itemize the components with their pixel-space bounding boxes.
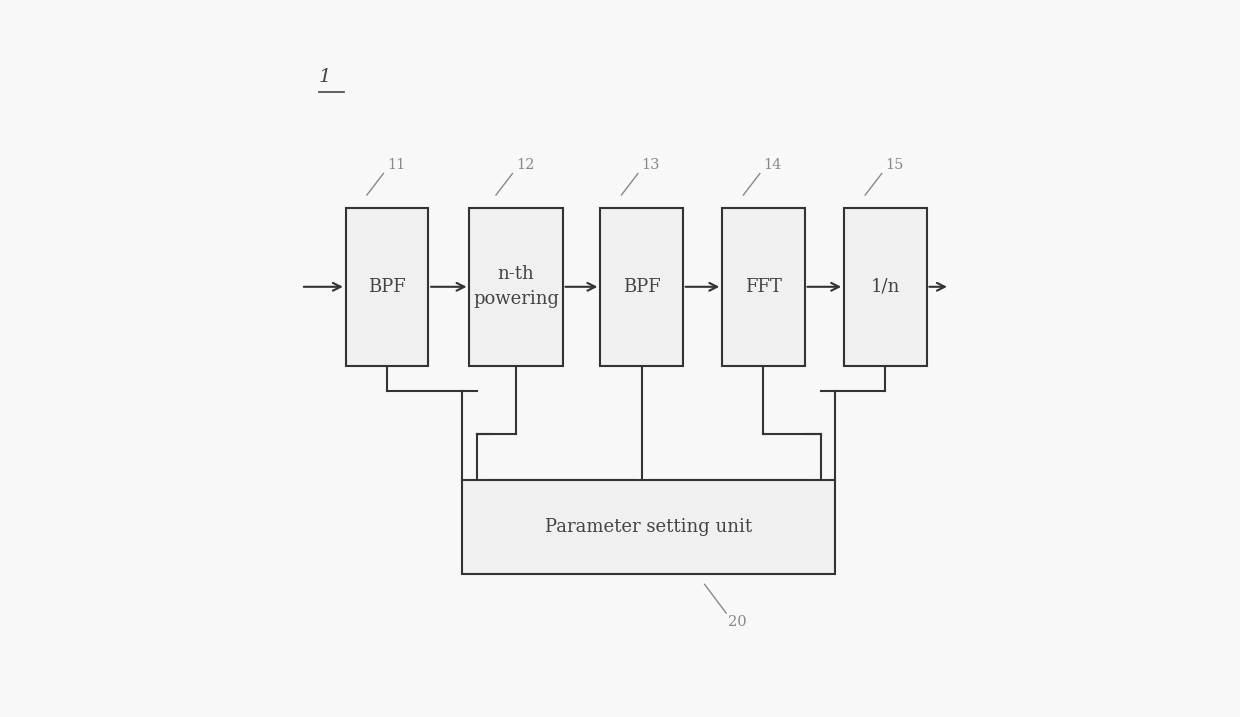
Bar <box>463 480 835 574</box>
Text: 1/n: 1/n <box>870 277 900 296</box>
Text: 11: 11 <box>387 158 405 172</box>
Text: 14: 14 <box>764 158 781 172</box>
Text: 1: 1 <box>319 68 331 86</box>
Text: Parameter setting unit: Parameter setting unit <box>546 518 753 536</box>
Text: FFT: FFT <box>745 277 782 296</box>
Text: BPF: BPF <box>622 277 661 296</box>
Text: 15: 15 <box>885 158 904 172</box>
Bar <box>600 208 683 366</box>
Bar <box>470 208 563 366</box>
Bar <box>346 208 428 366</box>
Bar <box>722 208 805 366</box>
Text: BPF: BPF <box>368 277 405 296</box>
Text: 13: 13 <box>641 158 660 172</box>
Bar <box>844 208 926 366</box>
Text: 20: 20 <box>728 615 746 630</box>
Text: 12: 12 <box>516 158 534 172</box>
Text: n-th
powering: n-th powering <box>472 265 559 308</box>
